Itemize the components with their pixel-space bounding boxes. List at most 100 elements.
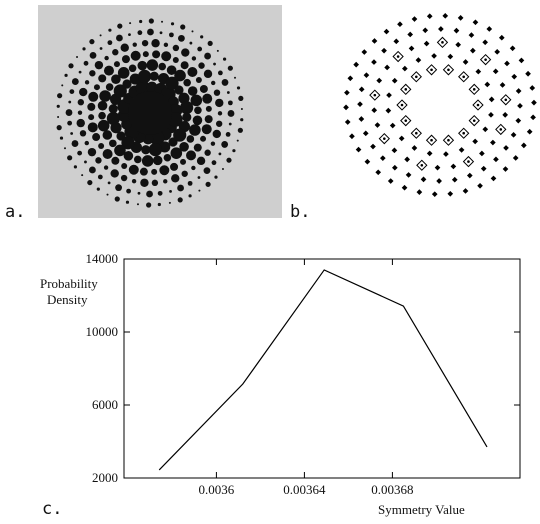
diffraction-spot — [115, 184, 122, 191]
diffraction-spot — [143, 51, 149, 57]
diffraction-spot — [57, 105, 60, 108]
diffraction-spot — [77, 151, 82, 156]
dot — [467, 173, 473, 179]
diffraction-spot — [81, 174, 83, 176]
y-tick-label: 10000 — [86, 324, 119, 339]
diffraction-spot — [106, 83, 114, 91]
diffraction-spot — [84, 61, 89, 66]
diffraction-spot — [72, 140, 79, 147]
diffraction-spot — [57, 116, 59, 118]
dot — [436, 178, 442, 184]
diffraction-spot — [78, 110, 82, 114]
dot — [381, 48, 387, 54]
diffraction-spot — [94, 84, 100, 90]
diffraction-spot — [104, 165, 108, 169]
diffraction-spot — [218, 111, 222, 115]
diffraction-spot — [182, 113, 191, 122]
dot — [343, 105, 349, 111]
diffraction-spot — [173, 45, 179, 51]
diffraction-spot — [68, 101, 71, 104]
dot — [371, 59, 377, 65]
diffraction-spot — [202, 124, 212, 134]
diffraction-spot — [158, 191, 163, 196]
dot — [415, 132, 418, 135]
diffraction-spot — [111, 157, 119, 165]
dot — [516, 88, 522, 94]
diffraction-spot — [88, 122, 98, 132]
diffraction-spot — [222, 79, 229, 86]
dot — [462, 132, 465, 135]
dot — [361, 49, 367, 55]
dot — [531, 100, 537, 106]
dot — [363, 130, 369, 136]
diffraction-spot — [183, 79, 191, 87]
dot — [515, 118, 521, 124]
diffraction-spot — [208, 41, 213, 46]
diffraction-spot — [204, 53, 211, 60]
diffraction-spot — [116, 35, 123, 42]
diffraction-spot — [180, 24, 185, 29]
dot — [416, 57, 422, 63]
diffraction-spot — [98, 120, 110, 132]
dot — [467, 160, 470, 163]
diffraction-spot — [100, 47, 103, 50]
dot — [447, 191, 453, 197]
diffraction-spot — [100, 34, 102, 36]
diffraction-spot — [72, 78, 79, 85]
diffraction-spot — [232, 149, 235, 152]
diffraction-spot — [118, 67, 130, 79]
dot — [504, 98, 507, 101]
diffraction-spot — [61, 84, 63, 86]
diffraction-spot — [77, 119, 85, 127]
dot — [372, 38, 378, 44]
diffraction-spot — [60, 136, 63, 139]
dot — [399, 136, 405, 142]
diffraction-spot — [84, 161, 87, 164]
dot — [359, 87, 365, 93]
dot — [356, 147, 362, 153]
dot — [421, 164, 424, 167]
diffraction-spot — [181, 61, 189, 69]
dot — [345, 119, 351, 125]
diffraction-spot — [173, 128, 186, 141]
dot — [482, 126, 488, 132]
diffraction-spot — [213, 130, 221, 138]
diffraction-spot — [104, 66, 114, 76]
x-tick-label: 0.0036 — [199, 482, 235, 497]
diffraction-spot — [67, 155, 72, 160]
dot — [364, 72, 370, 78]
y-tick-label: 14000 — [86, 251, 119, 266]
diffraction-spot — [173, 57, 179, 63]
dot — [412, 16, 418, 22]
dot — [417, 189, 423, 195]
diffraction-spot — [214, 89, 220, 95]
diffraction-spot — [194, 106, 202, 114]
diffraction-spot — [115, 196, 120, 201]
dot — [397, 21, 403, 27]
dot — [494, 49, 500, 55]
dot — [486, 26, 492, 32]
diffraction-spot — [109, 104, 118, 113]
diffraction-spot — [171, 22, 174, 25]
diffraction-spot — [191, 95, 203, 107]
dot — [443, 151, 449, 157]
diffraction-spot — [95, 61, 103, 69]
dot — [499, 35, 505, 41]
dot — [475, 69, 481, 75]
diffraction-spot — [121, 175, 127, 181]
dot — [479, 151, 485, 157]
dot — [402, 66, 408, 72]
diffraction-spot — [114, 145, 126, 157]
dot — [470, 48, 476, 54]
diffraction-spot — [132, 179, 136, 183]
diffraction-spot — [193, 116, 203, 126]
panel-label: b. — [290, 202, 310, 222]
diffraction-spot — [137, 61, 147, 71]
dot — [489, 97, 495, 103]
diffraction-spot — [222, 168, 224, 170]
dot — [484, 58, 487, 61]
diffraction-spot — [98, 143, 104, 149]
diffraction-spot — [214, 176, 217, 179]
diffraction-spot — [189, 42, 192, 45]
dot — [463, 59, 469, 65]
